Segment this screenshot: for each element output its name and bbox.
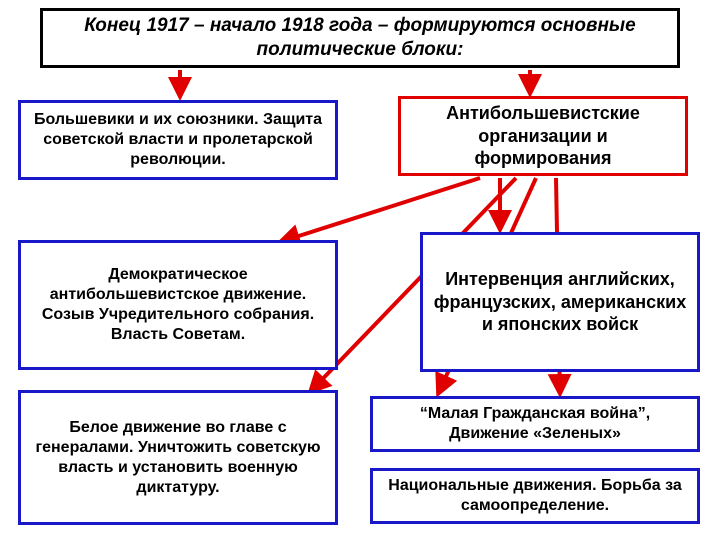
small-civil-war-box: “Малая Гражданская война”, Движение «Зел… xyxy=(370,396,700,452)
intervention-box: Интервенция английских, французских, аме… xyxy=(420,232,700,372)
national-movements-box: Национальные движения. Борьба за самоопр… xyxy=(370,468,700,524)
bolsheviks-box: Большевики и их союзники. Защита советск… xyxy=(18,100,338,180)
white-movement-box: Белое движение во главе с генералами. Ун… xyxy=(18,390,338,525)
anti-bolshevik-box: Антибольшевистские организации и формиро… xyxy=(398,96,688,176)
title-box: Конец 1917 – начало 1918 года – формирую… xyxy=(40,8,680,68)
democratic-box: Демократическое антибольшевистское движе… xyxy=(18,240,338,370)
